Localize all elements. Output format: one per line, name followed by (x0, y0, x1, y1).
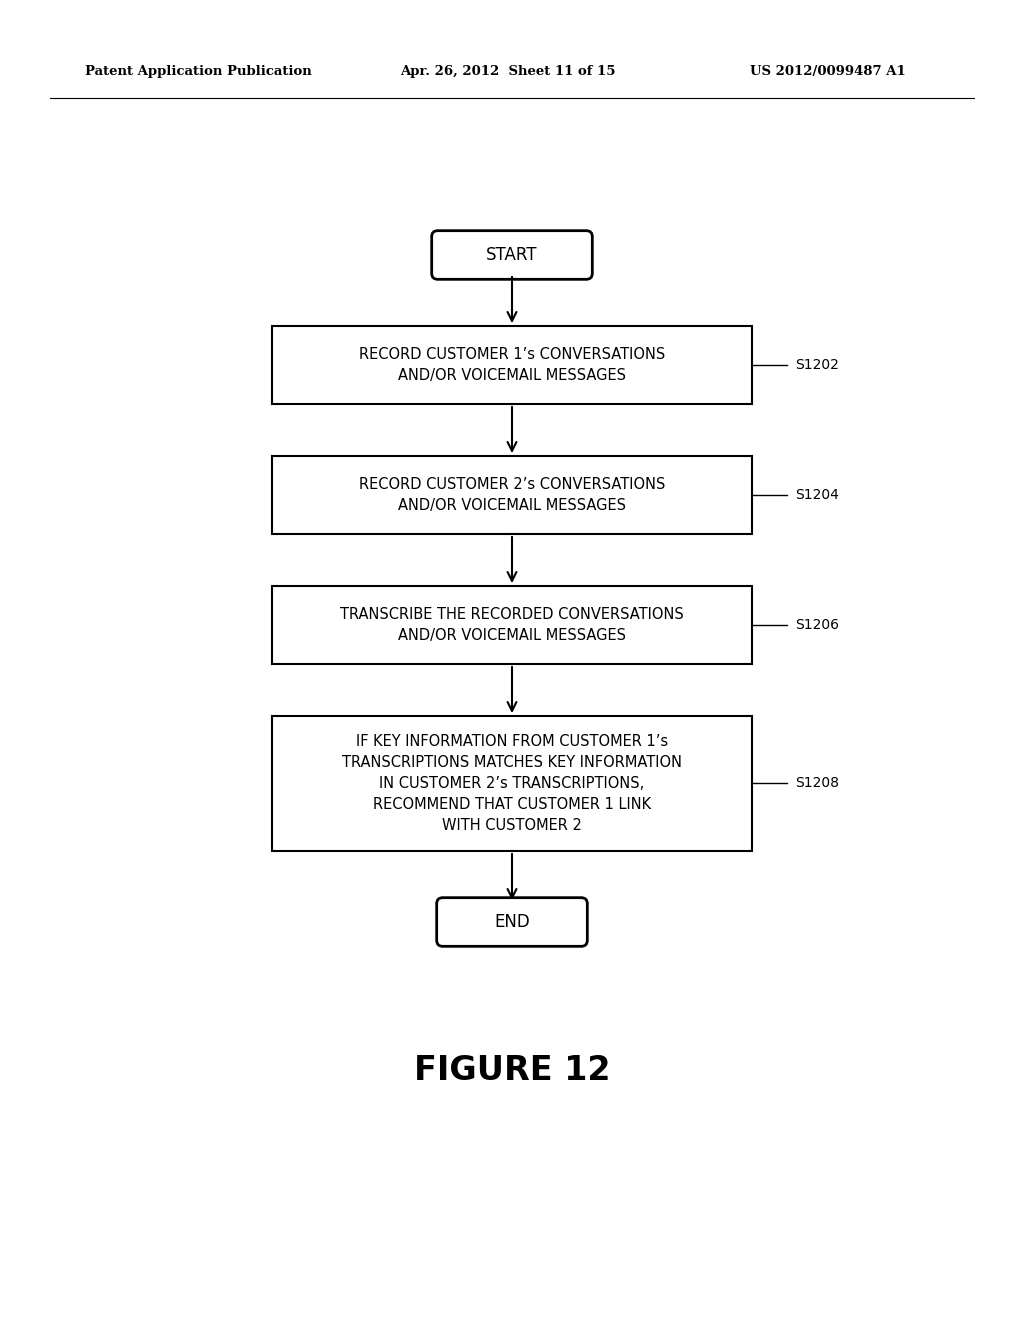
Bar (272, 455, 752, 535)
Text: S1204: S1204 (795, 488, 839, 502)
Text: Apr. 26, 2012  Sheet 11 of 15: Apr. 26, 2012 Sheet 11 of 15 (400, 66, 615, 78)
Text: S1206: S1206 (795, 618, 839, 632)
Text: Patent Application Publication: Patent Application Publication (85, 66, 311, 78)
Bar (272, 586, 752, 664)
Text: RECORD CUSTOMER 1’s CONVERSATIONS
AND/OR VOICEMAIL MESSAGES: RECORD CUSTOMER 1’s CONVERSATIONS AND/OR… (358, 347, 666, 383)
Bar (272, 326, 752, 404)
FancyBboxPatch shape (436, 898, 588, 946)
Bar (272, 715, 752, 851)
Text: START: START (486, 246, 538, 264)
Text: END: END (495, 913, 529, 931)
Text: US 2012/0099487 A1: US 2012/0099487 A1 (750, 66, 906, 78)
Text: S1208: S1208 (795, 776, 839, 791)
Text: IF KEY INFORMATION FROM CUSTOMER 1’s
TRANSCRIPTIONS MATCHES KEY INFORMATION
IN C: IF KEY INFORMATION FROM CUSTOMER 1’s TRA… (342, 734, 682, 833)
Text: TRANSCRIBE THE RECORDED CONVERSATIONS
AND/OR VOICEMAIL MESSAGES: TRANSCRIBE THE RECORDED CONVERSATIONS AN… (340, 607, 684, 643)
FancyBboxPatch shape (432, 231, 592, 280)
Text: S1202: S1202 (795, 358, 839, 372)
Text: RECORD CUSTOMER 2’s CONVERSATIONS
AND/OR VOICEMAIL MESSAGES: RECORD CUSTOMER 2’s CONVERSATIONS AND/OR… (358, 477, 666, 513)
Text: FIGURE 12: FIGURE 12 (414, 1055, 610, 1088)
